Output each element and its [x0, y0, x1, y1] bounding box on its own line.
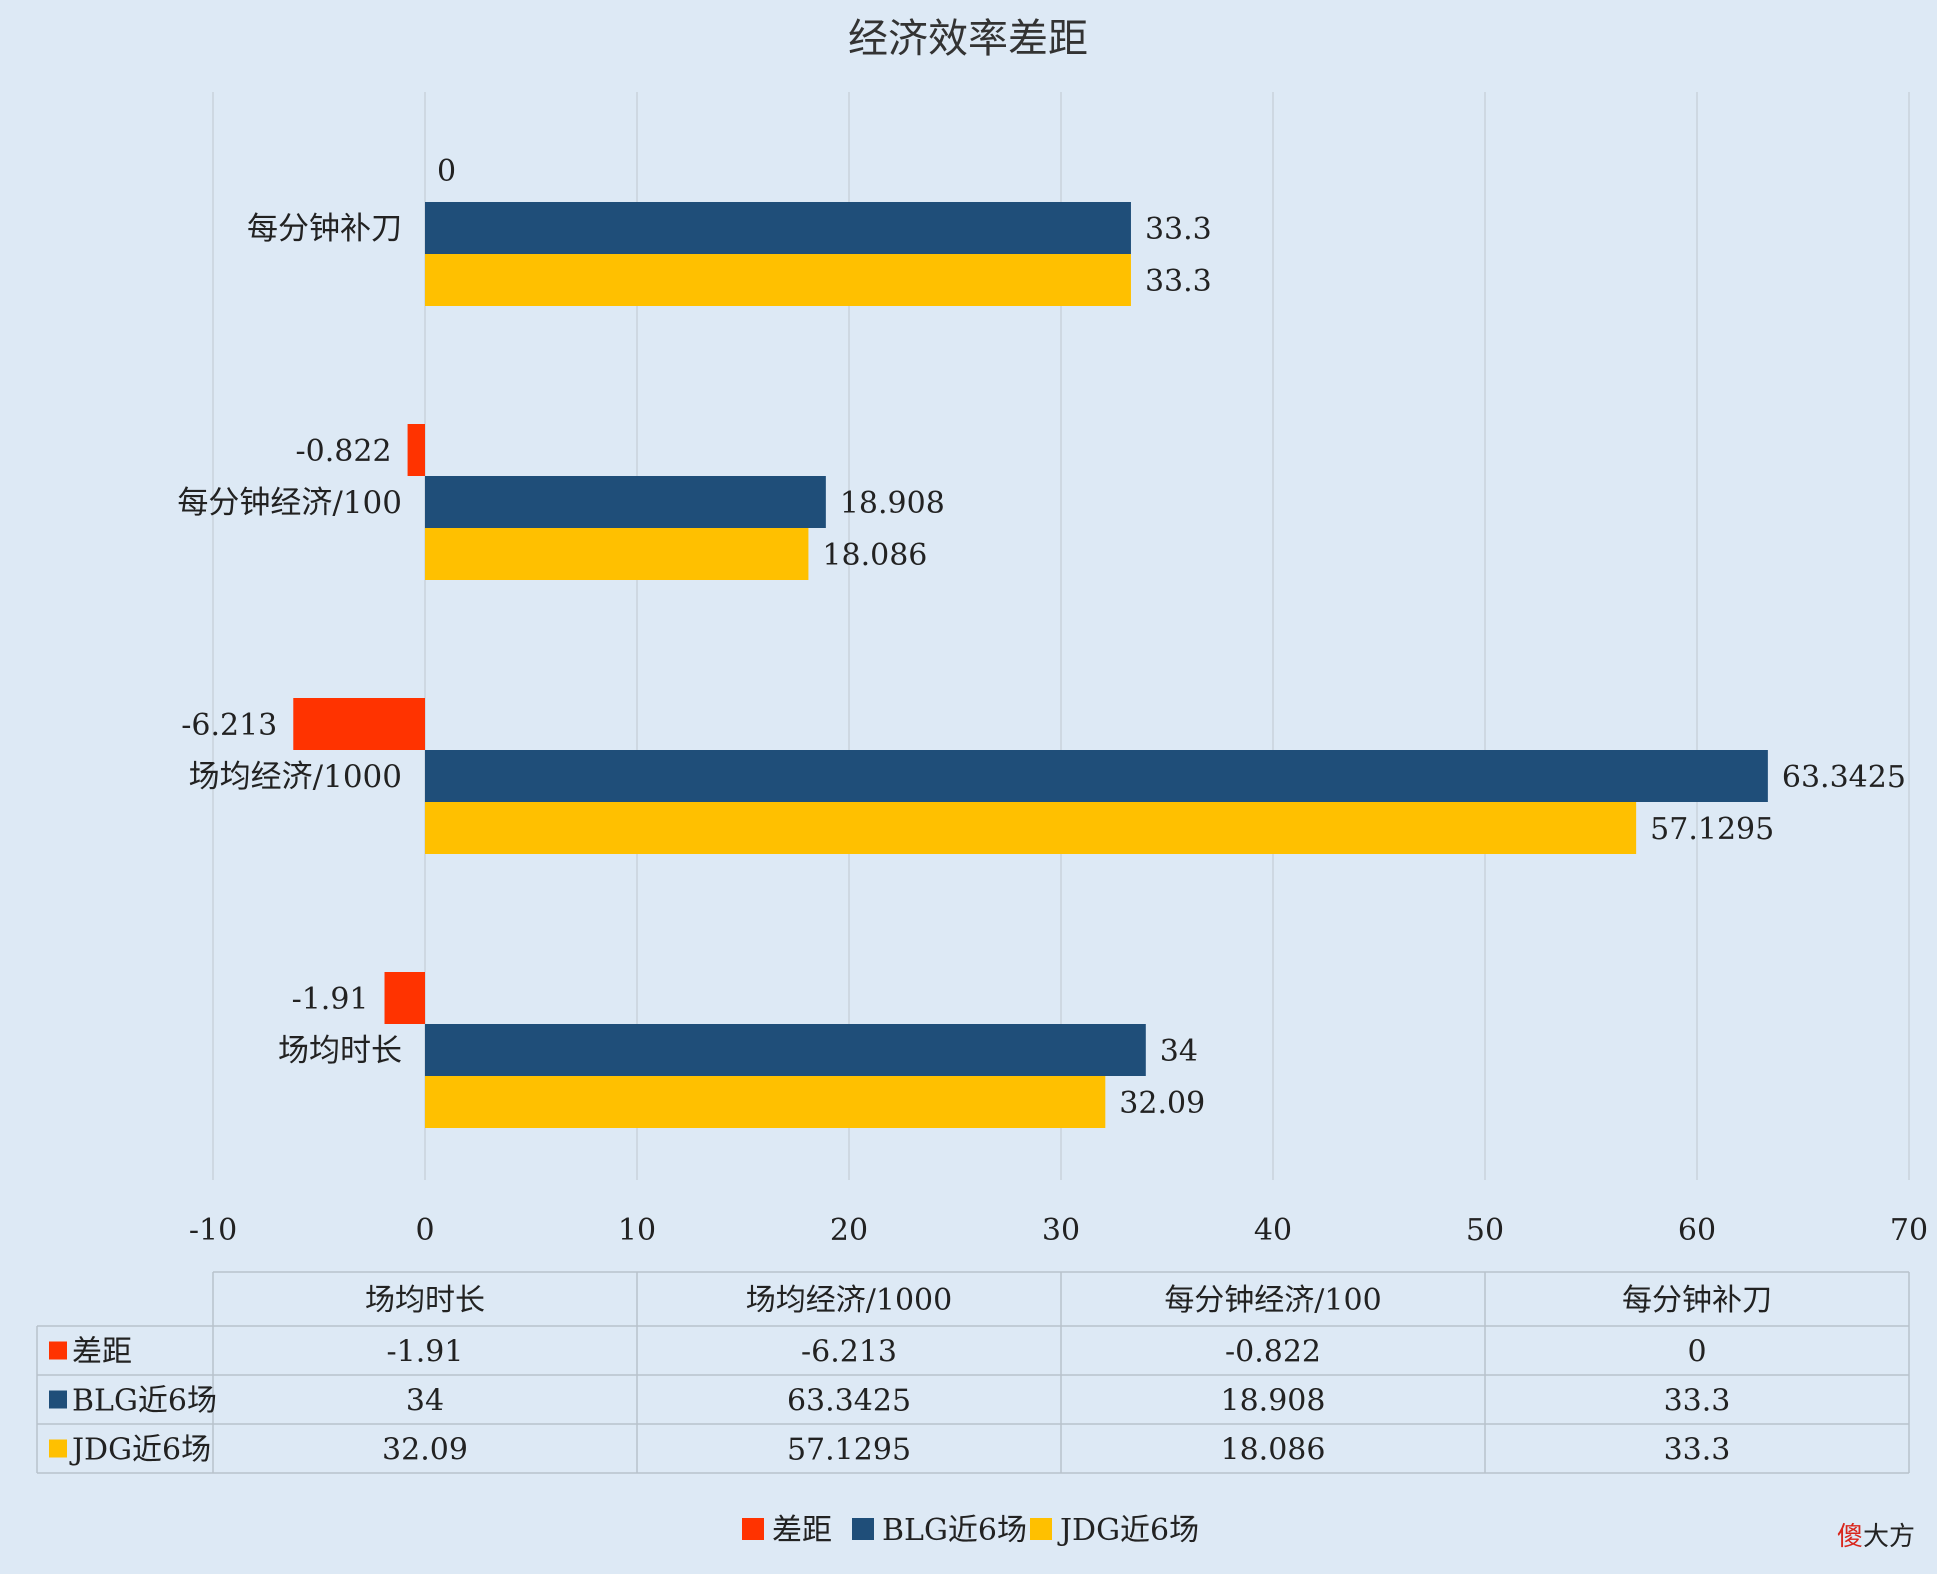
table-cell: 33.3 — [1664, 1433, 1731, 1468]
table-cell: 32.09 — [382, 1433, 468, 1468]
bar-blg — [425, 202, 1131, 254]
data-label: 18.908 — [840, 486, 945, 521]
category-label: 每分钟补刀 — [247, 211, 402, 247]
table-legend-swatch — [49, 1390, 67, 1409]
table-row-label: BLG近6场 — [72, 1384, 217, 1419]
bar-jdg — [425, 1076, 1106, 1128]
table-cell: 57.1295 — [787, 1433, 911, 1468]
legend-swatch — [1030, 1518, 1052, 1540]
bar-jdg — [425, 802, 1637, 854]
watermark: 傻大方 — [1837, 1522, 1915, 1552]
x-tick-label: 20 — [830, 1213, 868, 1248]
data-label: 57.1295 — [1650, 812, 1774, 847]
x-tick-label: 60 — [1678, 1213, 1716, 1248]
table-legend-swatch — [49, 1341, 67, 1360]
legend-swatch — [742, 1518, 764, 1540]
table-header: 每分钟经济/100 — [1164, 1283, 1381, 1318]
bar-jdg — [425, 254, 1131, 306]
table-legend-swatch — [49, 1439, 67, 1458]
x-tick-label: -10 — [189, 1213, 237, 1248]
x-tick-label: 30 — [1042, 1213, 1080, 1248]
watermark-text: 大方 — [1863, 1522, 1915, 1552]
table-cell: -1.91 — [387, 1335, 464, 1370]
table-cell: -6.213 — [801, 1335, 897, 1370]
bar-diff — [293, 698, 425, 750]
x-tick-label: 0 — [415, 1213, 434, 1248]
table-cell: 18.908 — [1221, 1384, 1326, 1419]
data-label: 0 — [437, 154, 456, 189]
data-label: 32.09 — [1119, 1086, 1205, 1121]
legend-label: JDG近6场 — [1057, 1513, 1199, 1548]
category-label: 场均经济/1000 — [189, 759, 402, 795]
data-label: 33.3 — [1145, 264, 1212, 299]
category-label: 每分钟经济/100 — [177, 485, 402, 521]
bar-blg — [425, 750, 1768, 802]
data-label: 33.3 — [1145, 212, 1212, 247]
table-cell: -0.822 — [1225, 1335, 1321, 1370]
x-tick-label: 50 — [1466, 1213, 1504, 1248]
legend-label: BLG近6场 — [882, 1513, 1027, 1548]
table-cell: 63.3425 — [787, 1384, 911, 1419]
legend-swatch — [852, 1518, 874, 1540]
table-cell: 18.086 — [1221, 1433, 1326, 1468]
x-axis: -10 0 10 20 30 40 50 60 70 — [189, 1213, 1928, 1248]
data-label: 34 — [1160, 1034, 1198, 1069]
data-label: 63.3425 — [1782, 760, 1906, 795]
table-cell: 33.3 — [1664, 1384, 1731, 1419]
bar-jdg — [425, 528, 809, 580]
bar-diff — [407, 424, 425, 476]
table-header: 每分钟补刀 — [1622, 1283, 1772, 1318]
x-tick-label: 40 — [1254, 1213, 1292, 1248]
bar-diff — [384, 972, 425, 1024]
table-header: 场均时长 — [365, 1283, 485, 1318]
legend-label: 差距 — [772, 1513, 832, 1548]
chart-title: 经济效率差距 — [848, 16, 1088, 62]
watermark-char: 傻 — [1837, 1522, 1863, 1552]
x-tick-label: 70 — [1890, 1213, 1928, 1248]
data-label: 18.086 — [822, 538, 927, 573]
bar-blg — [425, 1024, 1146, 1076]
bar-blg — [425, 476, 826, 528]
table-row-label: JDG近6场 — [69, 1433, 211, 1468]
table-row-label: 差距 — [72, 1335, 132, 1370]
data-label: -0.822 — [296, 434, 392, 469]
legend: 差距 BLG近6场 JDG近6场 — [742, 1513, 1199, 1548]
table-cell: 34 — [406, 1384, 444, 1419]
x-tick-label: 10 — [618, 1213, 656, 1248]
category-label: 场均时长 — [278, 1033, 402, 1069]
data-label: -6.213 — [181, 708, 277, 743]
data-label: -1.91 — [292, 982, 369, 1017]
table-cell: 0 — [1687, 1335, 1706, 1370]
bars — [293, 202, 1768, 1128]
table-header: 场均经济/1000 — [746, 1283, 952, 1318]
